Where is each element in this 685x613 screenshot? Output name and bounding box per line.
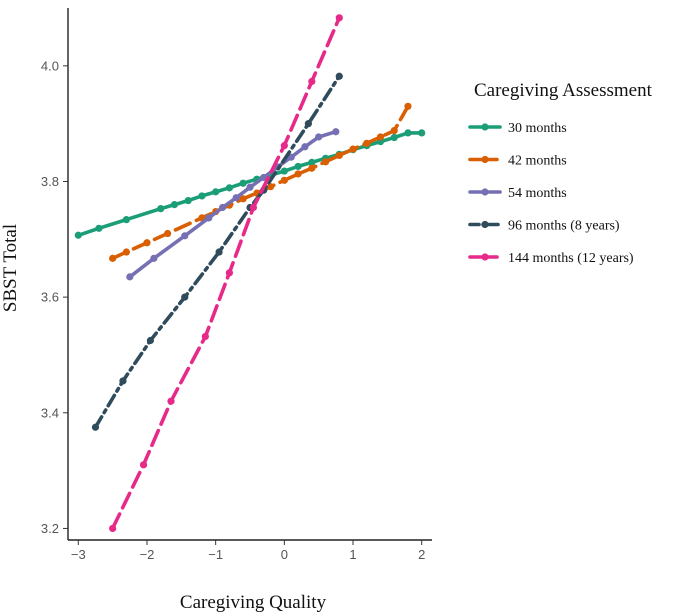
data-point bbox=[308, 164, 316, 172]
data-point bbox=[109, 254, 117, 262]
x-axis-title: Caregiving Quality bbox=[180, 592, 327, 613]
legend-item-96-months-8-years: 96 months (8 years) bbox=[468, 219, 620, 234]
data-point bbox=[363, 139, 371, 147]
data-point bbox=[308, 158, 316, 166]
data-point bbox=[294, 162, 302, 171]
y-tick-label: 3.2 bbox=[41, 521, 59, 536]
series-54-months bbox=[126, 128, 340, 281]
y-tick-label: 3.4 bbox=[41, 405, 59, 420]
data-point bbox=[280, 176, 288, 184]
data-point bbox=[181, 232, 189, 240]
data-point bbox=[139, 461, 148, 469]
legend-label: 30 months bbox=[508, 121, 567, 136]
data-point bbox=[390, 126, 398, 135]
data-point bbox=[95, 224, 103, 232]
x-tick-label: 2 bbox=[418, 547, 425, 562]
data-point bbox=[170, 201, 179, 209]
legend-label: 144 months (12 years) bbox=[508, 251, 634, 266]
legend-label: 54 months bbox=[508, 186, 567, 201]
legend-item-144-months-12-years: 144 months (12 years) bbox=[468, 251, 634, 266]
legend-key-point bbox=[481, 188, 489, 196]
data-point bbox=[287, 153, 295, 161]
data-point bbox=[146, 336, 155, 345]
series-42-months bbox=[109, 102, 412, 262]
data-point bbox=[315, 133, 323, 141]
data-point bbox=[390, 133, 398, 142]
data-point bbox=[167, 397, 175, 405]
data-point bbox=[163, 229, 172, 238]
data-point bbox=[225, 184, 233, 192]
axes: −3 −2 −1 0 1 2 3.2 3.4 3.6 3.8 4.0 bbox=[41, 8, 432, 562]
data-point bbox=[332, 128, 340, 136]
data-point bbox=[335, 72, 343, 80]
data-point bbox=[143, 239, 151, 247]
data-point bbox=[74, 231, 82, 239]
y-tick-label: 3.8 bbox=[41, 174, 59, 189]
legend-key-point bbox=[481, 253, 489, 261]
data-point bbox=[212, 188, 220, 196]
series-line bbox=[93, 74, 342, 429]
data-point bbox=[184, 196, 192, 205]
legend-label: 42 months bbox=[508, 154, 567, 169]
data-point bbox=[109, 524, 117, 533]
data-point bbox=[122, 248, 130, 256]
data-point bbox=[321, 158, 330, 166]
x-tick-label: −3 bbox=[71, 547, 86, 562]
legend-item-30-months: 30 months bbox=[468, 121, 567, 136]
data-point bbox=[232, 194, 240, 202]
legend-key-point bbox=[481, 123, 489, 131]
legend-key-point bbox=[481, 220, 489, 229]
data-point bbox=[201, 332, 209, 341]
legend: Caregiving Assessment 30 months 42 months… bbox=[468, 80, 653, 266]
data-point bbox=[91, 423, 100, 431]
x-tick-label: 0 bbox=[281, 547, 288, 562]
data-point bbox=[119, 377, 127, 385]
data-point bbox=[308, 77, 316, 86]
data-point bbox=[294, 170, 302, 178]
data-point bbox=[418, 129, 426, 137]
data-point bbox=[280, 142, 288, 150]
data-point bbox=[218, 203, 227, 212]
data-point bbox=[122, 216, 130, 224]
data-point bbox=[239, 195, 247, 203]
series-144-months-12-years bbox=[109, 14, 343, 533]
legend-label: 96 months (8 years) bbox=[508, 219, 620, 234]
data-point bbox=[376, 133, 385, 141]
legend-item-42-months: 42 months bbox=[468, 154, 567, 169]
data-point bbox=[150, 254, 158, 262]
data-point bbox=[301, 143, 309, 151]
data-point bbox=[157, 205, 165, 213]
data-point bbox=[267, 183, 275, 191]
series-line bbox=[110, 104, 410, 261]
x-tick-label: −2 bbox=[140, 547, 155, 562]
plot-area bbox=[74, 14, 426, 533]
x-tick-label: −1 bbox=[208, 547, 223, 562]
data-point bbox=[181, 293, 189, 301]
data-point bbox=[126, 273, 134, 281]
x-tick-label: 1 bbox=[349, 547, 356, 562]
series-30-months bbox=[74, 129, 426, 239]
data-point bbox=[404, 129, 412, 137]
legend-title: Caregiving Assessment bbox=[474, 80, 653, 101]
data-point bbox=[215, 248, 223, 256]
data-point bbox=[335, 151, 343, 160]
data-point bbox=[249, 203, 258, 212]
data-point bbox=[225, 269, 233, 277]
y-tick-label: 4.0 bbox=[41, 58, 59, 73]
y-tick-label: 3.6 bbox=[41, 290, 59, 305]
data-point bbox=[335, 14, 343, 22]
data-point bbox=[198, 192, 206, 200]
data-point bbox=[205, 214, 213, 222]
legend-key-point bbox=[481, 155, 489, 164]
data-point bbox=[246, 183, 254, 191]
data-point bbox=[239, 179, 247, 187]
data-point bbox=[349, 145, 357, 153]
data-point bbox=[404, 102, 412, 110]
legend-item-54-months: 54 months bbox=[468, 186, 567, 201]
data-point bbox=[280, 167, 288, 175]
data-point bbox=[304, 120, 312, 128]
y-axis-title: SBST Total bbox=[0, 224, 21, 312]
